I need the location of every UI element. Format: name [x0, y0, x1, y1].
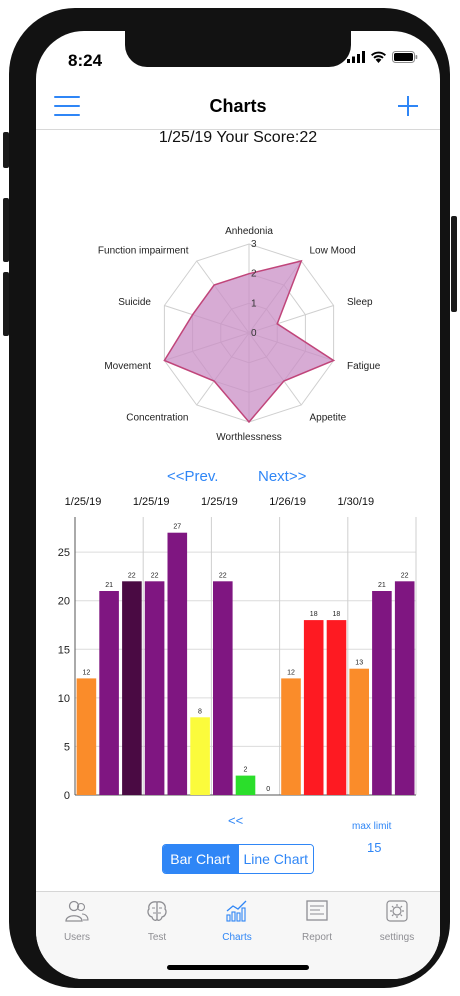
bar-y-tick-label: 10: [58, 693, 70, 705]
radar-axis-label: Fatigue: [347, 361, 381, 372]
wifi-icon: [371, 51, 386, 63]
tab-report[interactable]: Report: [282, 898, 352, 943]
bar-y-tick-label: 20: [58, 596, 70, 608]
volume-down-button: [3, 272, 9, 336]
radar-tick-label: 3: [251, 239, 257, 250]
bar-value-label: 13: [355, 660, 363, 667]
radar-axis-label: Sleep: [347, 297, 373, 308]
radar-axis-label: Low Mood: [310, 246, 356, 257]
page-title: Charts: [209, 96, 267, 116]
screen: 8:24 Charts 1/25/19 Your: [36, 31, 440, 979]
tab-report-label: Report: [301, 932, 332, 943]
bar: [349, 668, 369, 795]
bar-value-label: 0: [266, 786, 270, 793]
radar-axis-label: Worthlessness: [216, 432, 281, 443]
volume-up-button: [3, 198, 9, 262]
radar-axis-label: Anhedonia: [225, 226, 273, 237]
bar-value-label: 18: [310, 611, 318, 618]
home-indicator: [167, 965, 309, 970]
tab-settings-label: settings: [379, 932, 415, 943]
max-limit-value[interactable]: 15: [367, 840, 382, 855]
radar-axis-label: Appetite: [310, 412, 347, 423]
bar-value-label: 2: [244, 767, 248, 774]
bar-x-tick-label: 1/25/19: [65, 496, 102, 508]
bar-value-label: 27: [173, 524, 181, 531]
bar-value-label: 8: [198, 708, 202, 715]
menu-icon[interactable]: [54, 96, 80, 116]
radar-series-area: [163, 259, 336, 424]
bar-value-label: 21: [105, 582, 113, 589]
bar-value-label: 22: [219, 572, 227, 579]
bar-x-tick-label: 1/25/19: [201, 496, 238, 508]
radar-tick-label: 2: [251, 269, 257, 280]
next-button[interactable]: Next>>: [258, 468, 307, 485]
status-icons: [347, 51, 418, 63]
bar-value-label: 22: [151, 572, 159, 579]
status-time: 8:24: [68, 51, 103, 70]
add-icon[interactable]: [398, 96, 418, 116]
bar: [144, 581, 165, 795]
max-limit-label: max limit: [352, 821, 392, 832]
radar-axis-label: Function impairment: [98, 246, 189, 257]
bar-value-label: 22: [401, 572, 409, 579]
bar-y-tick-label: 0: [64, 790, 70, 802]
tab-charts[interactable]: Charts: [202, 898, 272, 943]
bar-value-label: 12: [83, 669, 91, 676]
score-line: 1/25/19 Your Score:22: [158, 129, 318, 146]
bar: [122, 581, 142, 795]
bar-chart-toggle[interactable]: Bar Chart: [163, 845, 238, 873]
report-icon: [306, 900, 328, 921]
brain-icon: [147, 901, 167, 921]
bar-value-label: 21: [378, 582, 386, 589]
bar: [303, 620, 324, 795]
tab-settings[interactable]: settings: [362, 898, 432, 943]
radar-chart: 0 1 2 3 Anhedonia Low Mood Sleep Fatigue Appetit…: [98, 226, 381, 443]
bar-chart-icon: [226, 900, 247, 922]
bar: [76, 678, 97, 795]
bar-y-tick-label: 5: [64, 741, 70, 753]
bar: [235, 775, 256, 795]
tab-charts-label: Charts: [222, 932, 252, 943]
notch: [125, 31, 351, 67]
tab-bar: Users Test Charts: [36, 891, 440, 979]
nav-bar: Charts: [36, 83, 440, 130]
bar: [372, 591, 392, 795]
radar-axis-label: Concentration: [126, 412, 188, 423]
tab-users-label: Users: [63, 932, 91, 943]
gear-icon: [386, 900, 408, 922]
tab-test[interactable]: Test: [122, 898, 192, 943]
collapse-button[interactable]: <<: [228, 813, 244, 828]
bar-y-tick-label: 25: [58, 547, 70, 559]
bar: [213, 581, 233, 795]
bar-x-tick-label: 1/26/19: [269, 496, 306, 508]
radar-tick-label: 1: [251, 298, 257, 309]
users-icon: [65, 900, 89, 922]
bar: [167, 532, 188, 795]
bar: [190, 717, 210, 795]
tab-users[interactable]: Users: [42, 898, 112, 943]
bar-x-tick-label: 1/30/19: [337, 496, 374, 508]
bar-value-label: 22: [128, 572, 136, 579]
bar: [326, 620, 347, 795]
battery-icon: [392, 51, 418, 63]
radar-axis-label: Suicide: [118, 297, 151, 308]
bar: [394, 581, 415, 795]
radar-axis-label: Movement: [104, 361, 151, 372]
line-chart-toggle[interactable]: Line Chart: [237, 845, 313, 873]
signal-icon: [347, 51, 365, 63]
bar-value-label: 18: [333, 611, 341, 618]
chart-type-toggle: Bar Chart Line Chart: [162, 844, 314, 874]
bar-value-label: 12: [287, 669, 295, 676]
bar: [281, 678, 301, 795]
silent-switch: [3, 132, 9, 168]
bar-x-tick-label: 1/25/19: [133, 496, 170, 508]
bar: [99, 591, 119, 795]
radar-tick-label: 0: [251, 328, 257, 339]
phone-frame: 8:24 Charts 1/25/19 Your: [9, 8, 450, 988]
bar-y-tick-label: 15: [58, 644, 70, 656]
prev-button[interactable]: <<Prev.: [167, 468, 219, 485]
power-button: [451, 216, 457, 312]
tab-test-label: Test: [147, 932, 167, 943]
